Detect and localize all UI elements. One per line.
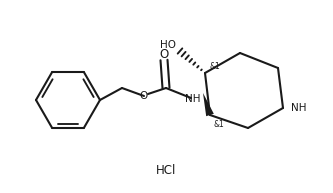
Text: O: O <box>140 91 148 101</box>
Text: HO: HO <box>160 40 176 50</box>
Text: &1: &1 <box>210 62 221 71</box>
Text: O: O <box>160 47 168 60</box>
Text: NH: NH <box>291 103 306 113</box>
Text: HCl: HCl <box>156 163 176 177</box>
Text: &1: &1 <box>214 120 225 129</box>
Polygon shape <box>203 93 214 116</box>
Text: NH: NH <box>185 94 201 104</box>
